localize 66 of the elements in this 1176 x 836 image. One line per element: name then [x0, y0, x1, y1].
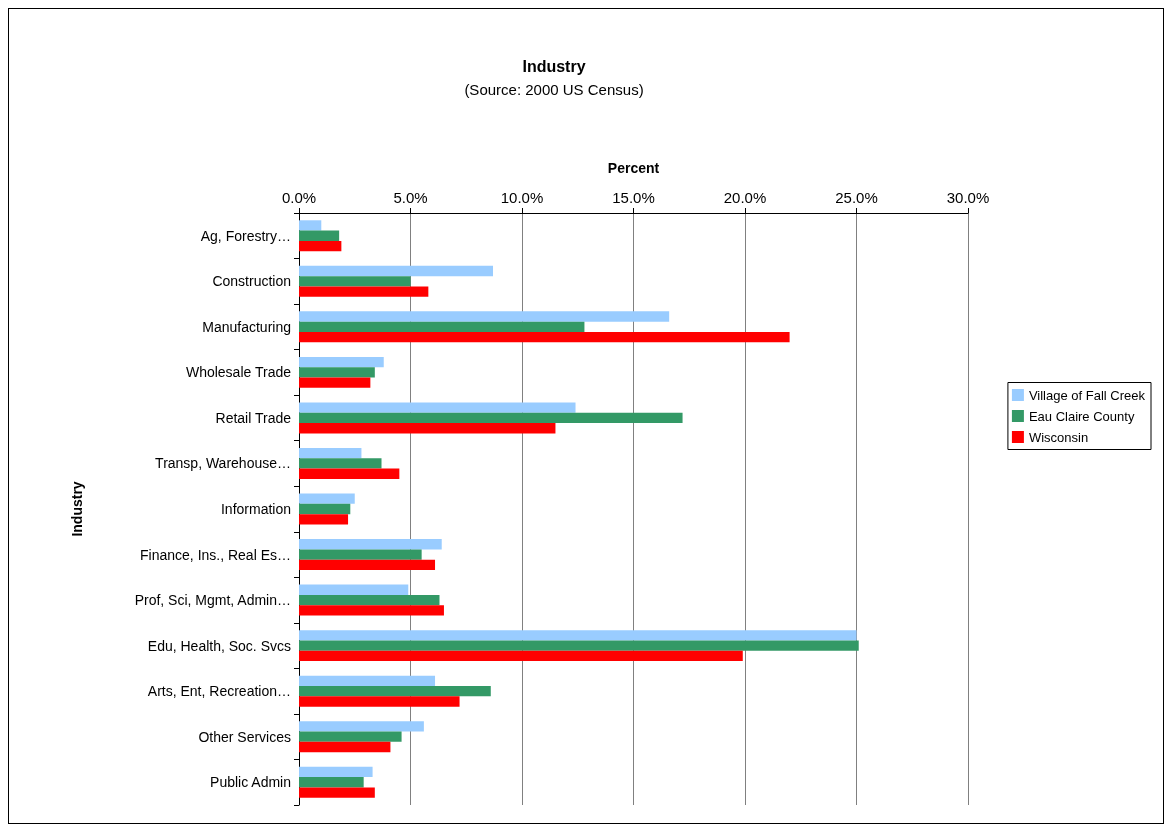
chart-title: Industry: [522, 57, 586, 75]
y-tick-label: Transp, Warehouse…: [155, 455, 291, 472]
y-tick-label: Construction: [212, 273, 291, 290]
bar: [299, 321, 585, 333]
bar: [299, 356, 384, 368]
bar: [299, 458, 382, 469]
bar: [299, 230, 340, 241]
bar: [299, 630, 857, 641]
bar: [299, 559, 436, 571]
y-tick-label: Other Services: [198, 728, 291, 745]
bar: [299, 584, 409, 595]
x-tick-label: 5.0%: [393, 189, 428, 206]
bar: [299, 640, 859, 651]
y-tick-label: Public Admin: [210, 774, 291, 791]
bar: [299, 675, 436, 686]
y-tick-label: Retail Trade: [215, 409, 292, 426]
y-tick-label: Ag, Forestry…: [200, 227, 291, 244]
bar: [299, 514, 349, 525]
bar: [299, 721, 424, 732]
legend-label: Village of Fall Creek: [1028, 387, 1146, 403]
x-axis-title: Percent: [607, 160, 660, 176]
bar: [299, 650, 743, 662]
bar: [299, 493, 355, 504]
bar: [299, 594, 440, 606]
bar: [299, 777, 364, 788]
x-tick-label: 25.0%: [835, 189, 878, 206]
bar: [299, 731, 402, 742]
x-tick-label: 0.0%: [281, 189, 317, 206]
bar: [299, 402, 576, 413]
bar: [299, 276, 411, 287]
x-tick-label: 15.0%: [612, 189, 655, 206]
y-tick-label: Edu, Health, Soc. Svcs: [147, 637, 291, 654]
bar: [299, 696, 460, 707]
bar: [299, 311, 670, 322]
chart-subtitle: (Source: 2000 US Census): [464, 81, 644, 98]
bar: [299, 286, 429, 297]
y-tick-label: Arts, Ent, Recreation…: [147, 683, 291, 700]
legend-label: Wisconsin: [1028, 429, 1089, 445]
bar: [299, 787, 375, 798]
bar: [299, 685, 491, 697]
y-tick-label: Wholesale Trade: [185, 364, 292, 381]
bar: [299, 447, 362, 459]
y-tick-label: Finance, Ins., Real Es…: [140, 546, 291, 563]
bar: [299, 741, 391, 753]
bar: [299, 766, 373, 778]
bar: [299, 220, 322, 231]
bar: [299, 367, 375, 378]
y-tick-label: Prof, Sci, Mgmt, Admin…: [134, 592, 291, 609]
bar: [299, 377, 371, 388]
x-tick-label: 10.0%: [500, 189, 544, 206]
bar: [299, 468, 400, 479]
bar: [299, 503, 351, 515]
bar: [299, 332, 790, 343]
bar: [299, 539, 442, 550]
x-tick-label: 20.0%: [723, 189, 767, 206]
bar: [299, 265, 494, 277]
bar: [299, 423, 556, 434]
bar: [299, 240, 342, 252]
x-tick-label: 30.0%: [946, 189, 990, 206]
bar: [299, 549, 422, 560]
y-tick-label: Information: [220, 501, 291, 517]
y-axis-title: Industry: [69, 481, 85, 537]
y-tick-label: Manufacturing: [202, 318, 291, 335]
bar: [299, 412, 683, 424]
legend-label: Eau Claire County: [1028, 408, 1135, 424]
bar: [299, 605, 444, 616]
